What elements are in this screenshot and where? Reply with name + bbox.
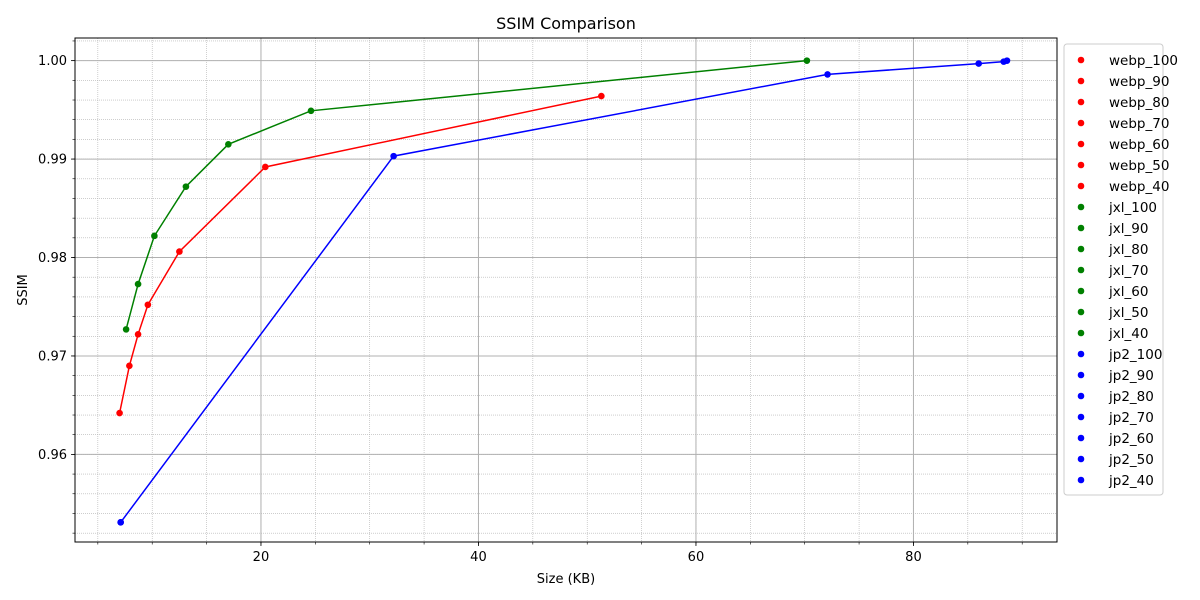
legend-marker [1077, 245, 1085, 253]
data-point-jxl_60 [151, 232, 158, 240]
y-tick-label: 0.99 [38, 153, 67, 168]
data-point-jxl_70 [182, 183, 190, 190]
x-tick-label: 20 [253, 550, 270, 565]
data-point-jp2_70 [824, 71, 831, 78]
legend-label: jxl_60 [1108, 284, 1148, 300]
legend-label: jxl_100 [1108, 200, 1157, 216]
legend-label: jp2_50 [1108, 452, 1154, 468]
legend-label: webp_70 [1109, 116, 1169, 132]
legend-label: webp_80 [1109, 95, 1169, 111]
x-tick-label: 80 [905, 550, 922, 565]
legend-marker [1077, 182, 1085, 190]
legend-label: jxl_70 [1108, 263, 1148, 279]
legend-marker [1077, 371, 1085, 379]
y-axis-label: SSIM [16, 274, 31, 306]
legend-marker [1077, 434, 1085, 442]
legend-marker [1077, 203, 1085, 211]
legend-marker [1077, 329, 1085, 337]
legend-label: jp2_70 [1108, 410, 1154, 426]
data-point-webp_90 [262, 163, 269, 171]
legend-label: jp2_90 [1108, 368, 1154, 384]
data-point-jxl_100 [803, 57, 811, 64]
legend-marker [1077, 350, 1085, 358]
data-point-webp_80 [176, 248, 183, 255]
legend-box [1063, 43, 1164, 496]
legend: webp_100 webp_90 webp_80 webp_70 webp_60webp… [1063, 43, 1178, 496]
legend-marker [1077, 413, 1085, 421]
legend-label: webp_90 [1109, 74, 1169, 90]
legend-label: jxl_90 [1108, 221, 1148, 237]
legend-label: jp2_60 [1108, 431, 1154, 447]
legend-label: webp_40 [1109, 179, 1169, 195]
data-point-webp_70 [144, 301, 152, 309]
data-point-jp2_60 [390, 152, 397, 160]
y-tick-label: 0.96 [38, 448, 67, 463]
plot-frame [74, 37, 1058, 543]
legend-marker [1077, 455, 1085, 463]
legend-label: jxl_50 [1108, 305, 1148, 321]
y-tick-label: 0.98 [38, 251, 67, 266]
legend-label: jp2_100 [1108, 347, 1162, 363]
data-point-jxl_40 [122, 326, 130, 333]
x-axis-ticks: 20 40 60 80 [97, 542, 1023, 565]
legend-label: webp_100 [1109, 53, 1178, 69]
data-point-jp2_90 [1000, 58, 1008, 65]
legend-marker [1077, 287, 1085, 295]
legend-label: jp2_80 [1108, 389, 1154, 405]
legend-label: jxl_80 [1108, 242, 1148, 258]
data-point-webp_100 [598, 92, 605, 100]
y-tick-label: 1.00 [38, 54, 67, 69]
data-point-webp_60 [134, 330, 142, 338]
x-tick-label: 60 [688, 550, 705, 565]
major-grid [75, 38, 1057, 542]
legend-marker [1077, 119, 1085, 127]
legend-marker [1077, 77, 1085, 85]
chart-title: SSIM Comparison [496, 14, 636, 33]
legend-label: webp_60 [1109, 137, 1169, 153]
legend-marker [1077, 266, 1085, 274]
legend-label: jxl_40 [1108, 326, 1148, 342]
legend-marker [1077, 308, 1085, 316]
x-axis-label: Size (KB) [537, 572, 595, 587]
legend-marker [1077, 98, 1085, 106]
data-point-webp_50 [126, 362, 133, 370]
minor-grid [75, 38, 1057, 542]
series-line [125, 59, 807, 330]
legend-label: webp_50 [1109, 158, 1169, 174]
legend-marker [1077, 140, 1085, 148]
legend-marker [1077, 392, 1085, 400]
x-tick-label: 40 [470, 550, 487, 565]
data-point-jxl_80 [225, 141, 232, 148]
series-layer [116, 57, 1011, 526]
legend-label: jp2_40 [1108, 473, 1154, 489]
data-point-jp2_40 [117, 519, 124, 526]
series-line [120, 59, 1008, 523]
legend-marker [1077, 476, 1085, 484]
series-line [118, 95, 602, 414]
data-point-jxl_90 [307, 107, 315, 115]
data-point-jxl_50 [134, 280, 142, 288]
legend-marker [1077, 224, 1085, 232]
data-point-webp_40 [116, 409, 123, 417]
legend-marker [1077, 161, 1085, 169]
data-point-jp2_80 [975, 60, 983, 67]
y-tick-label: 0.97 [38, 349, 67, 364]
legend-marker [1077, 56, 1085, 64]
y-axis-ticks: 0.96 0.97 0.98 0.99 1.00 [38, 40, 75, 534]
